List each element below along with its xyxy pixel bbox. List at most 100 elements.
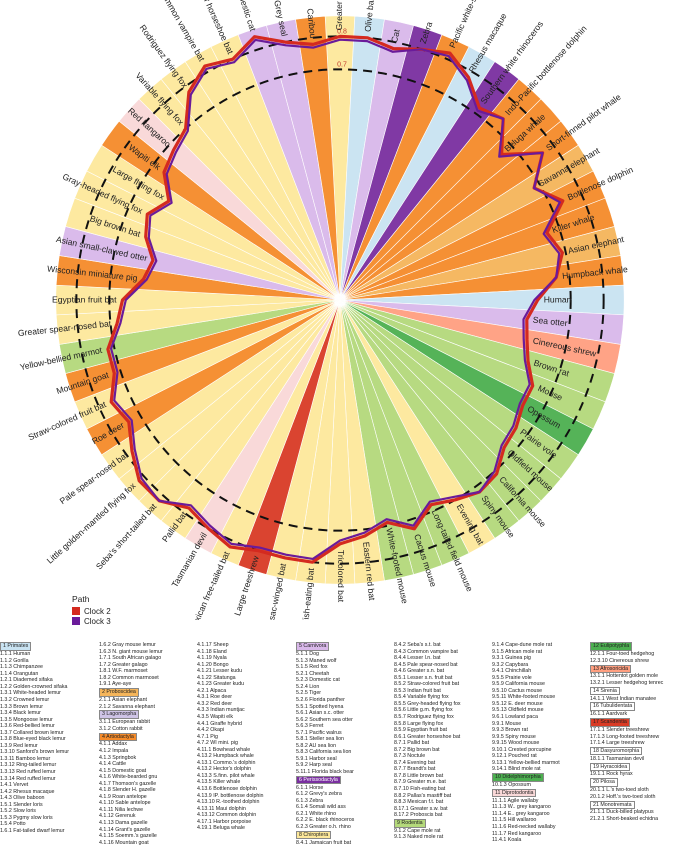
- key-entry: 1.3.4 Black lemur: [0, 710, 41, 717]
- key-entry: 5.2.4 Lion: [296, 683, 320, 690]
- key-entry: 4.1.16 Mountain goat: [99, 839, 149, 846]
- key-entry: 4.1.14 Grant's gazelle: [99, 826, 151, 833]
- key-entry: 4.4.1 Giraffe hybrid: [197, 720, 242, 727]
- key-entry: 9.14.1 Blind mole rat: [492, 766, 541, 773]
- key-entry: 11.4.1 Koala: [492, 837, 522, 844]
- key-group-row: 12 Eulipotyphla: [590, 642, 663, 651]
- key-column: 8.4.2 Seba's s.t. bat 8.4.3 Common vampir…: [394, 642, 461, 841]
- key-entry: 8.4.5 Pale spear-nosed bat: [394, 661, 458, 668]
- key-entry: 4.13.6 Bottlenose dolphin: [197, 786, 257, 793]
- key-entry: 4.1.18 Eland: [197, 648, 227, 655]
- key-entry: 5.9.1 Harbor seal: [296, 755, 337, 762]
- key-entry: 4.13.2 Hector's dolphin: [197, 766, 252, 773]
- key-group-row: 21 Monotremata: [590, 800, 663, 810]
- key-group-header: 16 Tubulidentata: [590, 702, 636, 711]
- key-entry: 9.9.5 Spiny mouse: [492, 733, 536, 740]
- key-entry: 8.5.8 Large flying fox: [394, 720, 444, 727]
- key-group-header: 21 Monotremata: [590, 800, 635, 810]
- key-group-row: 3 Lagomorpha: [99, 710, 163, 719]
- key-entry: 8.17.2 Proboscis bat: [394, 812, 443, 819]
- key-entry: 8.4.2 Seba's s.t. bat: [394, 642, 441, 648]
- key-group-header: 1 Primates: [0, 642, 32, 651]
- key-entry: 11.1.1 Agile wallaby: [492, 797, 539, 804]
- key-group-row: 19 Hyracoidea: [590, 762, 663, 772]
- key-entry: 8.5.7 Rodriguez flying fox: [394, 714, 454, 721]
- key-entry: 5.5.1 Spotted hyena: [296, 703, 344, 710]
- key-entry: 9.9.3 Brown rat: [492, 727, 528, 734]
- key-entry: 4.1.3 Springbok: [99, 754, 137, 761]
- key-group-row: 2 Proboscidea: [99, 688, 163, 697]
- key-entry: 1.1.2 Gorilla: [0, 657, 29, 664]
- key-entry: 4.13.1 Commo.'s dolphin: [197, 759, 256, 766]
- key-entry: 8.7.4 Evening bat: [394, 759, 436, 766]
- sector-caribou: [295, 15, 341, 301]
- key-entry: 13.2.1 Lesser hedgehog tenrec: [590, 679, 664, 686]
- key-entry: 11.1.3 W.. grey kangaroo: [492, 804, 551, 811]
- key-entry: 1.4.2 Rhesus macaque: [0, 788, 55, 795]
- key-entry: 4.1.15 Soemm.'s gazelle: [99, 833, 157, 840]
- key-entry: 1.6.1 Fat-tailed dwarf lemur: [0, 827, 65, 834]
- key-entry: 1.6.2 Gray mouse lemur: [99, 642, 156, 648]
- species-label-little-golden-mantled-flying-fox: Little golden-mantled flying fox: [45, 480, 138, 566]
- species-label-sea-otter: Sea otter: [532, 315, 568, 329]
- key-entry: 4.1.17 Sheep: [197, 642, 229, 648]
- species-label-greater-mouse-eared-bat: Greater mouse-eared bat: [334, 0, 344, 30]
- key-entry: 1.2.1 Diademed sifaka: [0, 677, 53, 684]
- key-entry: 4.11.1 Bowhead whale: [197, 746, 251, 753]
- key-group-header: 4 Artiodactyla: [99, 732, 137, 742]
- key-entry: 5.1.3 Maned wolf: [296, 657, 337, 664]
- key-entry: 1.3.9 Red lemur: [0, 742, 38, 749]
- key-entry: 5.7.1 Pacific walrus: [296, 729, 342, 736]
- key-entry: 11.1.7 Red kangaroo: [492, 830, 542, 837]
- key-entry: 9.9.15 Wood mouse: [492, 740, 540, 747]
- key-group-row: 1 Primates: [0, 642, 69, 651]
- legend-item-clock-2: Clock 2: [72, 606, 111, 616]
- radial-tick-label-0: 0.7: [337, 61, 347, 68]
- key-entry: 4.1.8 Slender H. gazelle: [99, 787, 156, 794]
- key-entry: 4.7.2 WI mini. pig: [197, 740, 238, 747]
- key-entry: 8.5.3 Indian fruit bat: [394, 687, 441, 694]
- key-entry: 9.1.4 Cape-dune mole rat: [492, 642, 553, 648]
- key-entry: 1.3.13 Red ruffed lemur: [0, 768, 56, 775]
- series-line-clock-3: [110, 38, 561, 560]
- legend-swatch-clock-3: [72, 617, 80, 625]
- key-entry: 1.3.6 Red-bellied lemur: [0, 723, 55, 730]
- key-entry: 4.13.5 Killer whale: [197, 779, 241, 786]
- species-label-caribou: Caribou: [305, 8, 318, 39]
- key-entry: 1.3.1 White-headed lemur: [0, 690, 61, 697]
- key-entry: 1.3.14 Red ruffed lemur: [0, 775, 56, 782]
- key-entry: 4.7.1 Pig: [197, 733, 218, 740]
- key-entry: 4.4.2 Okapi: [197, 727, 225, 734]
- key-entry: 5.2.1 Cheetah: [296, 670, 330, 677]
- key-entry: 4.2.1 Alpaca: [197, 687, 227, 694]
- key-entry: 12.3.10 Cinereous shrew: [590, 657, 649, 664]
- key-entry: 4.13.3 S.finn. pilot whale: [197, 772, 255, 779]
- key-entry: 4.13.10 R.-toothed dolphin: [197, 799, 260, 806]
- reference-circle-1: [75, 35, 605, 565]
- key-entry: 8.7.8 Little brown bat: [394, 772, 444, 779]
- key-entry: 9.5.13 Oldfield mouse: [492, 707, 544, 714]
- key-entry: 8.4.6 Greater s.n. bat: [394, 668, 445, 675]
- legend-item-clock-3: Clock 3: [72, 616, 111, 626]
- key-entry: 8.17.1 Greater s.w. bat: [394, 805, 448, 812]
- key-entry: 13.1.1 Hottentot golden mole: [590, 673, 659, 680]
- key-entry: 8.5.4 Variable flying fox: [394, 694, 449, 701]
- key-entry: 4.13.11 Maui dolphin: [197, 805, 246, 812]
- key-entry: 4.1.20 Bongo: [197, 661, 229, 668]
- key-group-header: 14 Sirenia: [590, 686, 620, 696]
- key-entry: 1.7.1 South African galago: [99, 655, 162, 662]
- radial-chart: 0.70.8Greater mouse-eared batOlive baboo…: [17, 0, 634, 620]
- key-group-header: 10 Didelphimorphia: [492, 773, 544, 782]
- key-entry: 9.1.3 Naked mole rat: [394, 834, 444, 841]
- key-entry: 8.7.9 Greater m.e. bat: [394, 779, 446, 786]
- legend-label-clock-2: Clock 2: [84, 606, 111, 616]
- key-entry: 4.3.3 Indian muntjac: [197, 707, 245, 714]
- series-paths: [106, 34, 565, 564]
- key-entry: 4.1.6 White-bearded gnu: [99, 774, 158, 781]
- key-entry: 1.3.11 Bamboo lemur: [0, 755, 51, 762]
- key-group-header: 3 Lagomorpha: [99, 710, 140, 719]
- key-entry: 18.1.1 Tasmanian devil: [590, 755, 645, 762]
- key-entry: 8.5.5 Grey-headed flying fox: [394, 700, 461, 707]
- key-entry: 2.1.1 Asian elephant: [99, 696, 148, 703]
- key-entry: 11.1.5 Hill wallaroo: [492, 817, 537, 824]
